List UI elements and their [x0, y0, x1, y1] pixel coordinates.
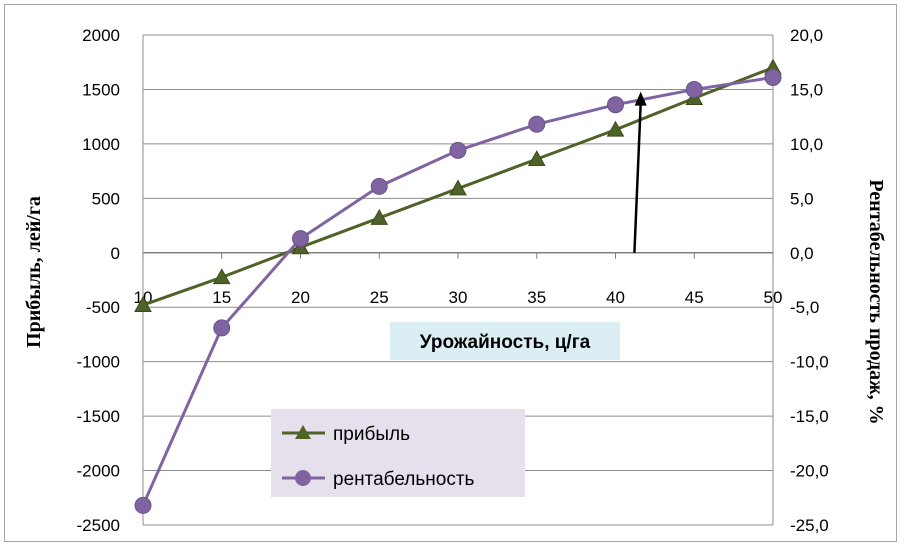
y2-tick-label: 5,0 — [790, 189, 814, 208]
legend-item-profit: прибыль — [282, 424, 410, 445]
legend-label-profit: прибыль — [333, 424, 410, 445]
legend-triangle-marker — [295, 425, 311, 439]
y2-tick-label: 15,0 — [790, 80, 823, 99]
y-tick-label: -500 — [86, 298, 120, 317]
y2-tick-label: -15,0 — [790, 407, 829, 426]
y2-tick-label: -25,0 — [790, 516, 829, 535]
series-layer — [134, 58, 782, 514]
x-tick-label: 20 — [291, 288, 310, 307]
y2-axis-label: Рентабельность продаж, % — [865, 179, 887, 424]
legend-background — [271, 409, 525, 497]
data-point-profitability — [685, 80, 703, 98]
data-point-profitability — [134, 496, 152, 514]
y-tick-label: -1000 — [77, 353, 120, 372]
annotation-arrow-shaft — [633, 103, 642, 253]
y-tick-label: 1500 — [82, 80, 120, 99]
y-axis-label: Прибыль, лей/га — [23, 196, 45, 348]
y-tick-label: 1000 — [82, 135, 120, 154]
x-tick-label: 35 — [527, 288, 546, 307]
legend: прибыль рентабельность — [271, 409, 525, 497]
data-point-profitability — [370, 177, 388, 195]
y-tick-label: 500 — [92, 189, 120, 208]
data-point-profit — [527, 150, 546, 167]
y-tick-label: -1500 — [77, 407, 120, 426]
annotation-layer — [633, 91, 647, 253]
data-point-profitability — [528, 115, 546, 133]
data-point-profit — [134, 296, 152, 312]
x-tick-label: 45 — [685, 288, 704, 307]
data-point-profitability — [607, 96, 624, 114]
y2-tick-label: -10,0 — [790, 353, 829, 372]
data-point-profit — [212, 268, 231, 285]
data-point-profitability — [764, 68, 782, 86]
y-tick-label: -2500 — [77, 516, 120, 535]
x-axis-label-box — [390, 322, 620, 360]
x-tick-label: 40 — [606, 288, 625, 307]
x-axis-label: Урожайность, ц/га — [420, 332, 591, 353]
annotation-arrow-head — [634, 91, 647, 106]
y2-tick-label: -5,0 — [790, 298, 819, 317]
y-tick-label: 2000 — [82, 26, 120, 45]
data-point-profit — [370, 208, 389, 225]
data-point-profitability — [449, 141, 467, 159]
data-point-profitability — [213, 319, 231, 337]
axes — [142, 35, 774, 525]
legend-circle-marker — [295, 470, 311, 486]
y2-tick-label: -20,0 — [790, 462, 829, 481]
y2-tick-label: 0,0 — [790, 244, 814, 263]
y2-tick-label: 20,0 — [790, 26, 823, 45]
ticks: 2000 1500 1000 500 0 -500 -1000 -1500 -2000 -2500… — [77, 26, 829, 535]
data-point-profitability — [292, 230, 309, 248]
x-tick-label: 30 — [449, 288, 468, 307]
data-point-profit — [606, 120, 625, 137]
legend-label-profitability: рентабельность — [333, 469, 475, 490]
y2-tick-label: 10,0 — [790, 135, 823, 154]
y-tick-label: 0 — [111, 244, 120, 263]
x-tick-label: 25 — [370, 288, 389, 307]
x-tick-label: 15 — [212, 288, 231, 307]
x-tick-label: 50 — [764, 288, 783, 307]
legend-item-profitability: рентабельность — [282, 469, 475, 490]
y-tick-label: -2000 — [77, 462, 120, 481]
data-point-profit — [449, 179, 467, 196]
